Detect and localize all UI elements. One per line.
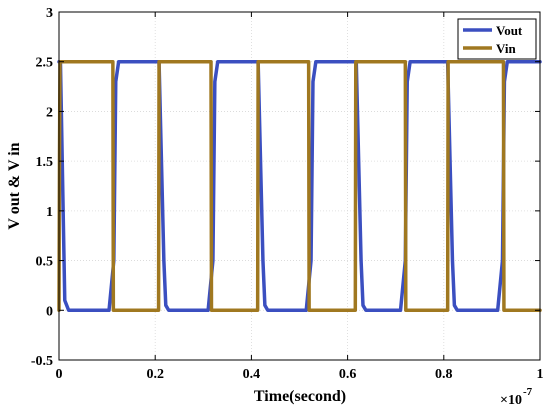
y-tick-label: 0.5	[36, 255, 54, 270]
ticks: 0 0.2 0.4 0.6 0.8 1-0.500.511.522.53	[31, 6, 544, 382]
x-tick-label: 1	[537, 367, 544, 382]
plot-frame	[58, 11, 541, 361]
x-exponent-base: ×10	[500, 393, 522, 408]
series-line-vout	[57, 59, 542, 313]
plot-area	[59, 12, 540, 360]
x-axis-label: Time(second)	[254, 388, 346, 405]
y-tick-label: 0	[46, 304, 53, 319]
y-tick-label: 2.5	[36, 56, 54, 71]
legend-box	[457, 18, 537, 60]
y-tick-label: 2	[46, 105, 53, 120]
x-tick-label: 0.6	[339, 367, 357, 382]
x-exponent-power: -7	[523, 386, 533, 398]
y-axis-label: V out & V in	[6, 142, 23, 229]
x-tick-label: 0	[56, 367, 63, 382]
y-tick-label: 1	[46, 205, 53, 220]
legend: Vout Vin	[457, 18, 537, 60]
legend-label-vin: Vin	[496, 41, 517, 56]
series-line-vin	[57, 59, 542, 313]
x-tick-label: 0.4	[243, 367, 261, 382]
y-tick-label: 3	[46, 6, 53, 21]
x-tick-label: 0.8	[435, 367, 453, 382]
legend-label-vout: Vout	[496, 23, 523, 38]
x-axis-exponent: ×10 -7	[500, 386, 533, 408]
y-tick-label: 1.5	[36, 155, 54, 170]
series-layer	[57, 59, 542, 313]
y-tick-label: -0.5	[31, 354, 53, 369]
x-tick-label: 0.2	[146, 367, 164, 382]
